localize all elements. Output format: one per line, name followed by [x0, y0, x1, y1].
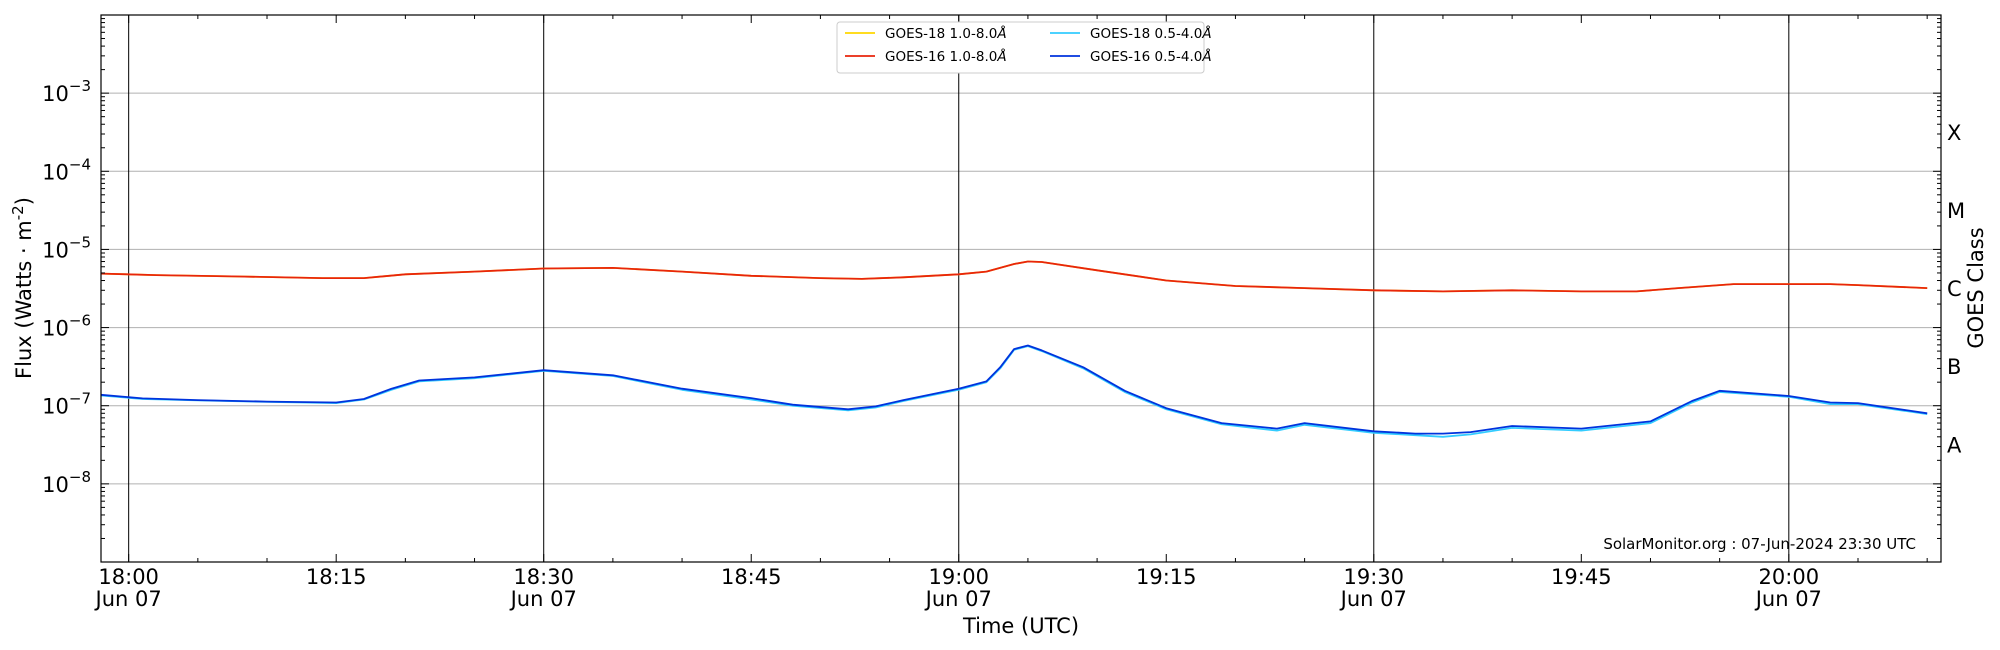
x-tick-label: 19:00: [928, 565, 989, 589]
x-tick-label: 20:00: [1759, 565, 1820, 589]
goes-class-label: C: [1947, 277, 1962, 301]
goes-class-labels: A B C M X: [1947, 121, 1965, 458]
y-tick-label: 10−6: [42, 312, 91, 341]
y-axis-title-exponent: -2: [9, 205, 27, 220]
x-tick-label: 18:45: [721, 565, 782, 589]
x-tick-label: 18:15: [306, 565, 367, 589]
y-tick-label-base: 10: [42, 82, 69, 106]
x-tick-date-label: Jun 07: [1754, 587, 1822, 611]
y-tick-label-exponent: −5: [69, 233, 91, 251]
legend-entries: GOES-18 1.0-8.0Å GOES-18 0.5-4.0ÅGOES-16 …: [845, 25, 1212, 65]
y-axis-title-main: Flux (Watts · m: [12, 220, 36, 379]
y-tick-label-exponent: −3: [69, 77, 91, 95]
x-tick-label: 19:15: [1136, 565, 1197, 589]
y-axis-ticks: 10−810−710−610−510−410−3: [42, 14, 1941, 563]
goes-class-label: A: [1947, 433, 1962, 457]
legend-label-unit: Å: [1201, 48, 1211, 65]
legend-label: GOES-18 0.5-4.0Å: [1090, 25, 1212, 42]
y-tick-label-base: 10: [42, 317, 69, 341]
y-tick-label-base: 10: [42, 395, 69, 419]
credit-text: SolarMonitor.org : 07-Jun-2024 23:30 UTC: [1603, 535, 1916, 553]
legend-label-name: GOES-18 0.5-4.0: [1090, 26, 1202, 42]
series-line-1: [100, 260, 1928, 293]
legend: GOES-18 1.0-8.0Å GOES-18 0.5-4.0ÅGOES-16 …: [836, 21, 1212, 74]
x-axis-title: Time (UTC): [962, 614, 1079, 638]
legend-box: [836, 21, 1205, 74]
series-lines: [100, 260, 1928, 438]
y-tick-label: 10−5: [42, 233, 91, 262]
x-tick-date-label: Jun 07: [924, 587, 992, 611]
day-marker-lines: [128, 15, 1790, 562]
y-axis-title: Flux (Watts · m-2): [9, 197, 36, 379]
x-tick-date-label: Jun 07: [94, 587, 162, 611]
x-tick-date-label: Jun 07: [1339, 587, 1407, 611]
y-tick-label: 10−8: [42, 468, 91, 497]
y-tick-label-exponent: −4: [69, 155, 91, 173]
x-tick-label: 19:45: [1551, 565, 1612, 589]
plot-frame: [100, 14, 1942, 563]
legend-label-name: GOES-18 1.0-8.0: [885, 26, 997, 42]
series-line-3: [100, 344, 1928, 435]
goes-class-label: B: [1947, 355, 1961, 379]
grid-lines: [101, 92, 1941, 485]
legend-label-name: GOES-16 0.5-4.0: [1090, 49, 1202, 65]
goes-class-label: X: [1947, 121, 1961, 145]
y-tick-label-base: 10: [42, 238, 69, 262]
legend-label-unit: Å: [996, 48, 1006, 65]
y-axis-title-close: ): [12, 197, 36, 205]
y-tick-label-base: 10: [42, 473, 69, 497]
goes-class-label: M: [1947, 199, 1965, 223]
legend-label-unit: Å: [1201, 25, 1211, 42]
y-tick-label: 10−3: [42, 77, 91, 106]
y-tick-label: 10−7: [42, 390, 91, 419]
x-tick-label: 18:30: [513, 565, 574, 589]
x-tick-label: 18:00: [98, 565, 159, 589]
y-tick-label-exponent: −8: [69, 468, 91, 486]
legend-label: GOES-16 0.5-4.0Å: [1090, 48, 1212, 65]
y-tick-label: 10−4: [42, 155, 91, 184]
legend-label-unit: Å: [996, 25, 1006, 42]
y-tick-label-base: 10: [42, 160, 69, 184]
y-tick-label-exponent: −7: [69, 390, 91, 408]
legend-label: GOES-18 1.0-8.0Å: [885, 25, 1007, 42]
y-tick-label-exponent: −6: [69, 312, 91, 330]
series-line-2: [100, 345, 1928, 438]
legend-label-name: GOES-16 1.0-8.0: [885, 49, 997, 65]
x-tick-label: 19:30: [1344, 565, 1405, 589]
x-tick-date-label: Jun 07: [509, 587, 577, 611]
legend-label: GOES-16 1.0-8.0Å: [885, 48, 1007, 65]
right-axis-title: GOES Class: [1964, 227, 1988, 348]
